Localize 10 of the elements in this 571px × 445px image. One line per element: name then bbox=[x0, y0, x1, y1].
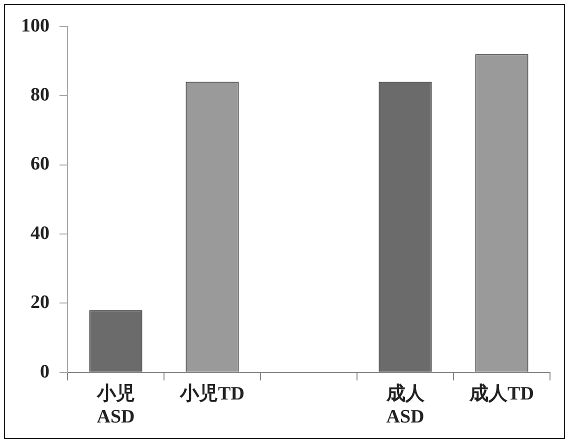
y-tick-label: 20 bbox=[30, 292, 50, 314]
y-tick-label: 60 bbox=[30, 154, 50, 175]
x-tick-label: 成人TD bbox=[468, 382, 534, 405]
x-tick-label: 成人 ASD bbox=[385, 382, 426, 428]
x-tick-label: 小児TD bbox=[179, 382, 244, 405]
x-tick-label: 小児 ASD bbox=[96, 382, 135, 428]
y-tick-label: 100 bbox=[21, 15, 50, 36]
y-tick-label: 80 bbox=[30, 84, 50, 106]
y-tick-label: 40 bbox=[30, 222, 50, 244]
y-tick-label: 0 bbox=[40, 361, 50, 382]
